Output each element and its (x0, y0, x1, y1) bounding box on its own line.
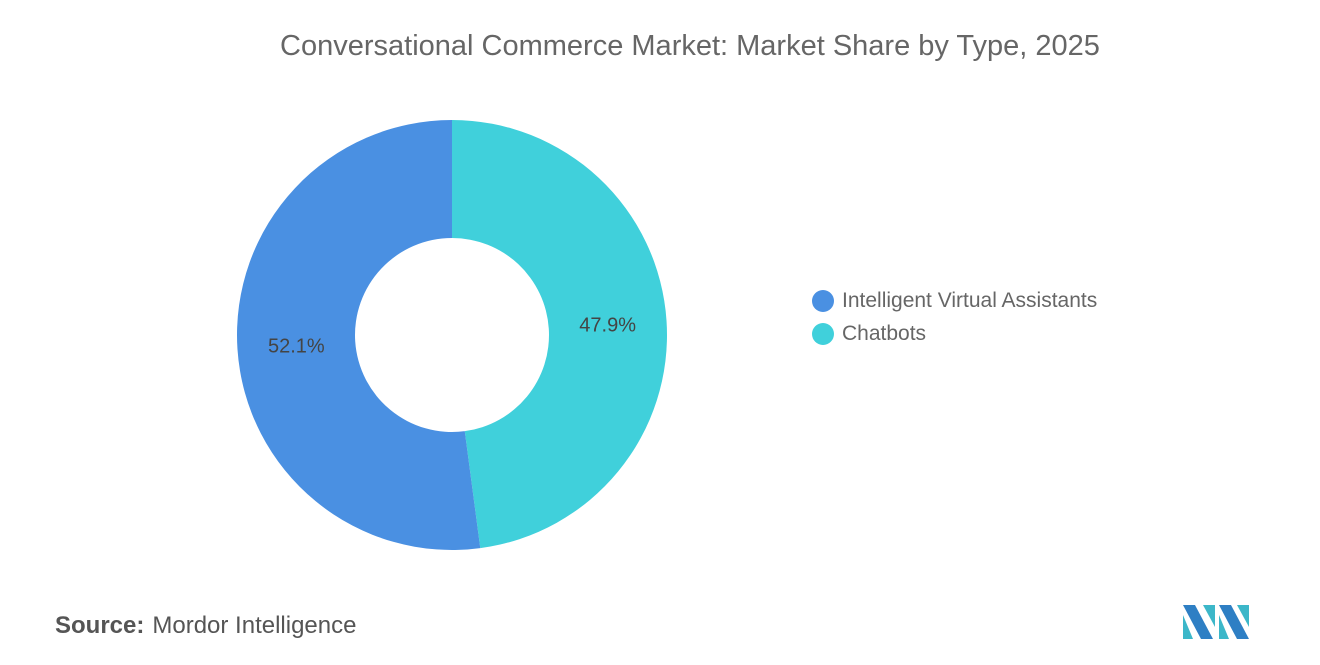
slice-intelligent-virtual-assistants[interactable] (237, 120, 481, 550)
legend: Intelligent Virtual Assistants Chatbots (812, 284, 1097, 350)
legend-item-intelligent-virtual-assistants[interactable]: Intelligent Virtual Assistants (812, 284, 1097, 317)
legend-swatch (812, 322, 834, 345)
legend-item-chatbots[interactable]: Chatbots (812, 317, 1097, 350)
source-text: Mordor Intelligence (152, 612, 357, 639)
slice-chatbots[interactable] (452, 120, 668, 549)
legend-swatch (812, 289, 834, 312)
source-label: Source: (55, 612, 145, 639)
chart-title: Conversational Commerce Market: Market S… (280, 30, 1100, 62)
mordor-intelligence-logo (1183, 605, 1249, 639)
data-label: 52.1% (268, 335, 325, 357)
donut-chart: 47.9% 52.1% (237, 120, 668, 550)
data-label: 47.9% (579, 315, 636, 337)
legend-label: Chatbots (842, 321, 927, 345)
legend-label: Intelligent Virtual Assistants (842, 288, 1098, 312)
source-note: Source: Mordor Intelligence (55, 612, 356, 640)
